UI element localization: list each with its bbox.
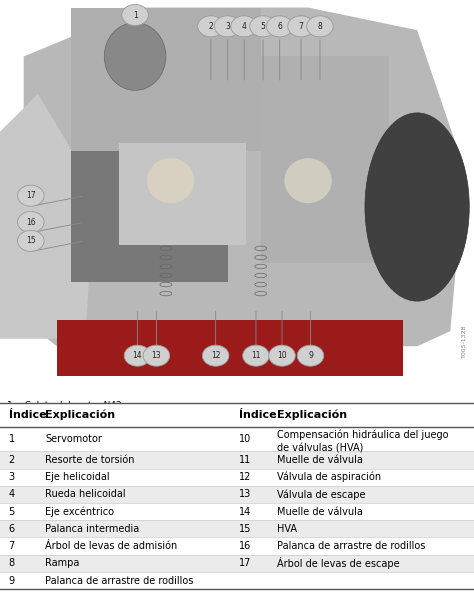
Ellipse shape [365, 113, 469, 301]
Ellipse shape [104, 23, 166, 91]
Text: 17: 17 [26, 191, 36, 200]
Text: 9: 9 [308, 351, 313, 360]
Circle shape [124, 345, 151, 366]
Text: Eje helicoidal: Eje helicoidal [45, 472, 109, 482]
Polygon shape [57, 320, 403, 376]
Circle shape [198, 16, 224, 37]
Bar [0, 403, 474, 427]
Text: 5: 5 [9, 507, 15, 517]
Text: T005-1328: T005-1328 [462, 324, 467, 357]
Circle shape [307, 16, 333, 37]
Ellipse shape [147, 158, 194, 203]
Bar [0, 572, 474, 589]
Circle shape [18, 212, 44, 233]
Circle shape [269, 345, 295, 366]
Text: 15: 15 [26, 236, 36, 245]
Circle shape [231, 16, 257, 37]
Text: 1: 1 [9, 435, 15, 444]
Text: Índice: Índice [9, 410, 46, 420]
Circle shape [250, 16, 276, 37]
Text: Válvula de aspiración: Válvula de aspiración [277, 472, 382, 482]
Text: 17: 17 [239, 558, 252, 569]
Text: Palanca de arrastre de rodillos: Palanca de arrastre de rodillos [277, 541, 426, 551]
Circle shape [122, 4, 148, 26]
Bar [0, 486, 474, 503]
Text: 16: 16 [239, 541, 252, 551]
Text: 11: 11 [239, 455, 252, 465]
Circle shape [202, 345, 229, 366]
Polygon shape [261, 56, 389, 263]
Text: Servomotor: Servomotor [45, 435, 102, 444]
Text: Árbol de levas de escape: Árbol de levas de escape [277, 558, 400, 569]
Text: 14: 14 [239, 507, 252, 517]
Polygon shape [71, 94, 228, 282]
Text: Árbol de levas de admisión: Árbol de levas de admisión [45, 541, 177, 551]
Text: 3: 3 [225, 22, 230, 31]
Bar [0, 469, 474, 486]
Text: 3: 3 [9, 472, 15, 482]
Text: 1: 1 [133, 10, 137, 20]
Text: Eje excéntrico: Eje excéntrico [45, 506, 114, 517]
Text: Palanca de arrastre de rodillos: Palanca de arrastre de rodillos [45, 575, 193, 586]
Text: Muelle de válvula: Muelle de válvula [277, 455, 363, 465]
Text: 16: 16 [26, 217, 36, 226]
Bar [0, 537, 474, 554]
Text: Muelle de válvula: Muelle de válvula [277, 507, 363, 517]
Circle shape [143, 345, 170, 366]
Text: Resorte de torsión: Resorte de torsión [45, 455, 135, 465]
Text: 12: 12 [239, 472, 252, 482]
Text: 5: 5 [261, 22, 265, 31]
Text: 2: 2 [9, 455, 15, 465]
Text: 4: 4 [9, 490, 15, 499]
Circle shape [288, 16, 314, 37]
Text: Explicación: Explicación [45, 410, 115, 420]
Text: 14: 14 [133, 351, 142, 360]
Circle shape [18, 185, 44, 206]
Text: Válvula de escape: Válvula de escape [277, 489, 366, 499]
Text: 8: 8 [9, 558, 15, 569]
Circle shape [266, 16, 293, 37]
Bar [0, 452, 474, 469]
Text: 4: 4 [242, 22, 246, 31]
Text: Rueda helicoidal: Rueda helicoidal [45, 490, 126, 499]
Text: HVA: HVA [277, 524, 297, 534]
Polygon shape [118, 143, 246, 245]
Polygon shape [71, 7, 261, 151]
Text: 15: 15 [239, 524, 252, 534]
Bar [0, 427, 474, 452]
Ellipse shape [284, 158, 332, 203]
Text: 6: 6 [277, 22, 282, 31]
Text: 7: 7 [9, 541, 15, 551]
Text: 12: 12 [211, 351, 220, 360]
Bar [0, 503, 474, 520]
Text: 10: 10 [239, 435, 252, 444]
Text: 11: 11 [251, 351, 261, 360]
Text: 2: 2 [209, 22, 213, 31]
Circle shape [214, 16, 241, 37]
Bar [0, 520, 474, 537]
Polygon shape [24, 7, 465, 346]
Text: 13: 13 [239, 490, 252, 499]
Text: Compensación hidráulica del juego
de válvulas (HVA): Compensación hidráulica del juego de vál… [277, 430, 449, 453]
Text: 1 -  Culata del motor N42: 1 - Culata del motor N42 [7, 401, 122, 410]
Text: 13: 13 [152, 351, 161, 360]
Circle shape [297, 345, 324, 366]
Text: Rampa: Rampa [45, 558, 80, 569]
Circle shape [243, 345, 269, 366]
Text: 10: 10 [277, 351, 287, 360]
Text: Palanca intermedia: Palanca intermedia [45, 524, 139, 534]
Bar [0, 554, 474, 572]
Text: 8: 8 [318, 22, 322, 31]
Text: Explicación: Explicación [277, 410, 347, 420]
Text: 7: 7 [299, 22, 303, 31]
Circle shape [18, 230, 44, 252]
Text: Índice: Índice [239, 410, 277, 420]
Text: 6: 6 [9, 524, 15, 534]
Polygon shape [0, 94, 95, 339]
Text: 9: 9 [9, 575, 15, 586]
